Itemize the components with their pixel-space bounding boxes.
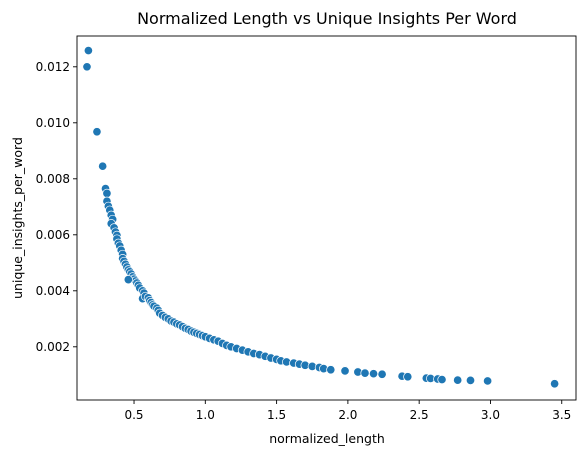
data-point [102,188,112,198]
data-point [465,375,476,385]
y-axis-label: unique_insights_per_word [10,137,25,299]
x-tick-label: 2.5 [410,408,429,422]
x-tick-label: 1.5 [267,408,286,422]
x-tick-label: 0.5 [124,408,143,422]
x-tick-label: 1.0 [196,408,215,422]
ticks-layer: 0.5 1.0 1.5 2.0 2.5 3.0 3.5 0.002 0.004 0.006 0.00… [36,60,572,422]
x-tick-label: 3.0 [481,408,500,422]
data-point [377,369,387,379]
y-tick-label: 0.002 [36,340,70,354]
data-point [453,375,463,385]
x-tick-label: 2.0 [338,408,357,422]
x-tick-label: 3.5 [552,408,571,422]
y-tick-label: 0.010 [36,116,70,130]
plot-frame [76,35,577,401]
data-point [437,375,447,385]
data-point [368,369,379,379]
points-layer [82,46,560,389]
data-point [483,376,493,386]
data-point [326,365,336,375]
y-tick-label: 0.008 [36,172,70,186]
data-point [360,368,370,378]
data-point [83,46,93,56]
data-point [82,62,92,72]
chart-title: Normalized Length vs Unique Insights Per… [137,9,517,28]
data-point [98,161,108,171]
data-point [340,366,350,376]
data-point [550,379,560,389]
y-tick-label: 0.012 [36,60,70,74]
y-tick-label: 0.004 [36,284,70,298]
y-tick-label: 0.006 [36,228,70,242]
data-point [123,275,133,285]
data-point [403,372,413,382]
data-point [92,127,102,137]
x-axis-label: normalized_length [269,431,385,446]
